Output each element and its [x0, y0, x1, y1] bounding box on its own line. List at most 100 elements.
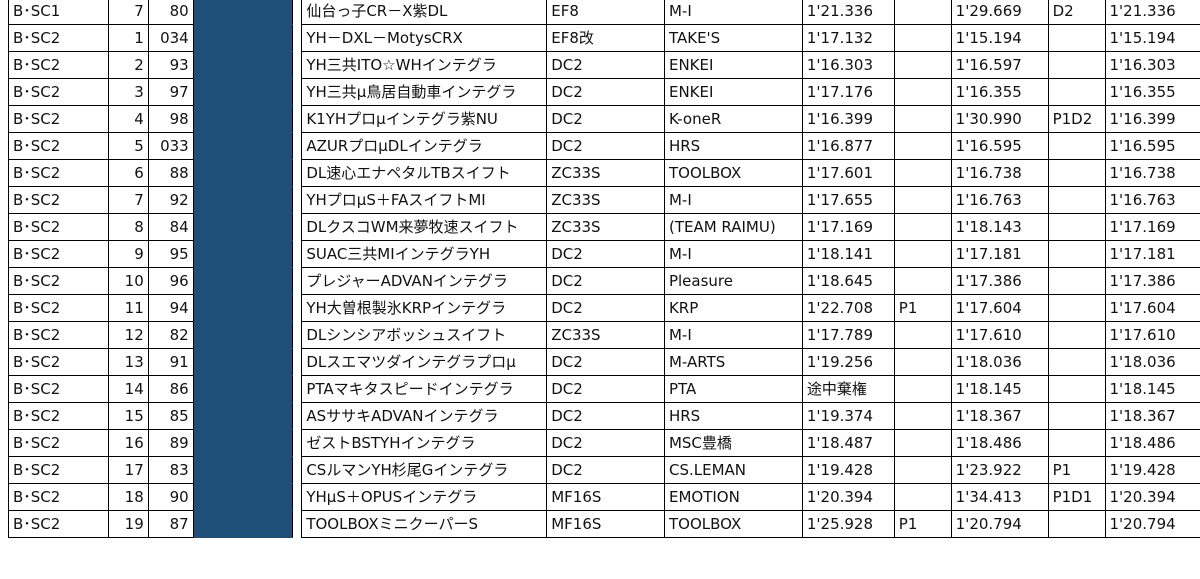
- table-body: B･SC1 7 80 仙台っ子CR－X紫DL EF8 M-I 1'21.336 1'29.66…: [8, 0, 1200, 538]
- car-name-cell: YHプロμS＋FAスイフトMI: [301, 186, 548, 214]
- team-cell: PTA: [663, 375, 803, 403]
- class-cell: B･SC2: [8, 429, 109, 457]
- best-time-cell: 1'16.595: [1104, 132, 1200, 160]
- position-cell: 16: [107, 429, 149, 457]
- heat2-penalty-cell: [1047, 213, 1106, 241]
- redacted-name-cell: [192, 483, 294, 511]
- spacer-cell: [292, 159, 303, 187]
- class-cell: B･SC2: [8, 267, 109, 295]
- model-cell: MF16S: [546, 510, 665, 538]
- table-row: B･SC2 16 89 ゼストBSTYHインテグラ DC2 MSC豊橋 1'18.487 1'…: [8, 429, 1200, 457]
- heat2-penalty-cell: [1047, 321, 1106, 349]
- heat1-penalty-cell: [893, 132, 952, 160]
- table-row: B･SC2 6 88 DL速心エナペタルTBスイフト ZC33S TOOLBOX 1'17.…: [8, 159, 1200, 187]
- redacted-name-cell: [192, 159, 294, 187]
- heat1-penalty-cell: [893, 159, 952, 187]
- car-name-cell: ASササキADVANインテグラ: [301, 402, 548, 430]
- car-name-cell: YH－DXL－MotysCRX: [301, 24, 548, 52]
- car-number-cell: 93: [147, 51, 194, 79]
- class-cell: B･SC2: [8, 240, 109, 268]
- heat1-time-cell: 1'22.708: [801, 294, 895, 322]
- model-cell: DC2: [546, 348, 665, 376]
- best-time-cell: 1'18.486: [1104, 429, 1200, 457]
- heat2-penalty-cell: [1047, 78, 1106, 106]
- team-cell: MSC豊橋: [663, 429, 803, 457]
- heat2-time-cell: 1'17.604: [950, 294, 1049, 322]
- car-number-cell: 90: [147, 483, 194, 511]
- heat1-time-cell: 1'19.374: [801, 402, 895, 430]
- class-cell: B･SC1: [8, 0, 109, 25]
- heat1-penalty-cell: [893, 78, 952, 106]
- heat2-time-cell: 1'18.367: [950, 402, 1049, 430]
- model-cell: DC2: [546, 456, 665, 484]
- car-number-cell: 96: [147, 267, 194, 295]
- car-name-cell: DLスエマツダインテグラプロμ: [301, 348, 548, 376]
- car-name-cell: 仙台っ子CR－X紫DL: [301, 0, 548, 25]
- table-row: B･SC2 14 86 PTAマキタスピードインテグラ DC2 PTA 途中棄権 1'18.1…: [8, 375, 1200, 403]
- class-cell: B･SC2: [8, 213, 109, 241]
- heat1-time-cell: 1'19.256: [801, 348, 895, 376]
- model-cell: DC2: [546, 267, 665, 295]
- car-name-cell: PTAマキタスピードインテグラ: [301, 375, 548, 403]
- heat2-time-cell: 1'23.922: [950, 456, 1049, 484]
- position-cell: 13: [107, 348, 149, 376]
- car-number-cell: 98: [147, 105, 194, 133]
- model-cell: EF8: [546, 0, 665, 25]
- team-cell: HRS: [663, 402, 803, 430]
- redacted-name-cell: [192, 51, 294, 79]
- heat1-time-cell: 1'19.428: [801, 456, 895, 484]
- heat2-time-cell: 1'18.143: [950, 213, 1049, 241]
- model-cell: ZC33S: [546, 159, 665, 187]
- car-name-cell: DL速心エナペタルTBスイフト: [301, 159, 548, 187]
- redacted-name-cell: [192, 294, 294, 322]
- position-cell: 3: [107, 78, 149, 106]
- heat2-penalty-cell: P1: [1047, 456, 1106, 484]
- heat2-time-cell: 1'20.794: [950, 510, 1049, 538]
- class-cell: B･SC2: [8, 132, 109, 160]
- heat1-time-cell: 1'17.169: [801, 213, 895, 241]
- heat2-penalty-cell: [1047, 132, 1106, 160]
- car-number-cell: 91: [147, 348, 194, 376]
- best-time-cell: 1'17.604: [1104, 294, 1200, 322]
- heat1-time-cell: 1'17.601: [801, 159, 895, 187]
- model-cell: ZC33S: [546, 213, 665, 241]
- model-cell: MF16S: [546, 483, 665, 511]
- table-row: B･SC2 8 84 DLクスコWM来夢牧速スイフト ZC33S (TEAM RAIMU)…: [8, 213, 1200, 241]
- car-number-cell: 80: [147, 0, 194, 25]
- team-cell: TOOLBOX: [663, 159, 803, 187]
- position-cell: 15: [107, 402, 149, 430]
- spacer-cell: [292, 78, 303, 106]
- heat2-time-cell: 1'29.669: [950, 0, 1049, 25]
- team-cell: M-I: [663, 321, 803, 349]
- team-cell: M-I: [663, 186, 803, 214]
- spacer-cell: [292, 456, 303, 484]
- best-time-cell: 1'15.194: [1104, 24, 1200, 52]
- team-cell: M-I: [663, 0, 803, 25]
- heat2-penalty-cell: [1047, 510, 1106, 538]
- redacted-name-cell: [192, 321, 294, 349]
- heat2-penalty-cell: [1047, 267, 1106, 295]
- position-cell: 1: [107, 24, 149, 52]
- heat2-penalty-cell: [1047, 159, 1106, 187]
- car-name-cell: YH大曽根製氷KRPインテグラ: [301, 294, 548, 322]
- car-name-cell: TOOLBOXミニクーパーS: [301, 510, 548, 538]
- car-number-cell: 84: [147, 213, 194, 241]
- position-cell: 7: [107, 0, 149, 25]
- table-row: B･SC2 18 90 YHμS＋OPUSインテグラ MF16S EMOTION 1'20.…: [8, 483, 1200, 511]
- heat2-penalty-cell: [1047, 24, 1106, 52]
- spacer-cell: [292, 105, 303, 133]
- car-number-cell: 97: [147, 78, 194, 106]
- heat1-penalty-cell: [893, 375, 952, 403]
- model-cell: EF8改: [546, 24, 665, 52]
- team-cell: KRP: [663, 294, 803, 322]
- heat1-penalty-cell: [893, 51, 952, 79]
- heat1-time-cell: 1'16.877: [801, 132, 895, 160]
- car-number-cell: 87: [147, 510, 194, 538]
- redacted-name-cell: [192, 402, 294, 430]
- heat2-penalty-cell: [1047, 51, 1106, 79]
- redacted-name-cell: [192, 132, 294, 160]
- car-number-cell: 034: [147, 24, 194, 52]
- heat1-time-cell: 1'18.487: [801, 429, 895, 457]
- heat1-penalty-cell: [893, 105, 952, 133]
